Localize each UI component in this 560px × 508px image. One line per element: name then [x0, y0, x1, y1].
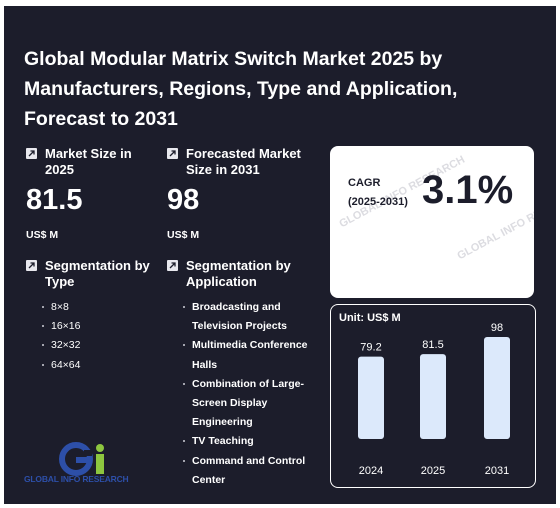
forecast-size-value: 98	[167, 184, 200, 216]
list-item: TV Teaching	[182, 432, 310, 451]
list-item: Combination of Large-Screen Display Engi…	[182, 375, 310, 433]
segmentation-application-label: Segmentation by Application	[186, 258, 291, 289]
list-item: Command and Control Center	[182, 452, 310, 490]
segmentation-application-block: Segmentation by Application Broadcasting…	[167, 258, 322, 490]
gi-logo-icon	[59, 442, 104, 476]
data-label-2024: 79.2	[360, 342, 381, 354]
market-size-unit: US$ M	[26, 229, 59, 241]
type-list: 8×8 16×16 32×32 64×64	[41, 298, 156, 375]
list-item: Multimedia Conference Halls	[182, 336, 310, 374]
forecast-size-unit: US$ M	[167, 229, 200, 241]
list-item: Broadcasting and Television Projects	[182, 298, 310, 336]
x-tick-label-2024: 2024	[359, 465, 383, 477]
company-logo: GLOBAL INFO RESEARCH	[24, 442, 144, 490]
logo-text: GLOBAL INFO RESEARCH	[24, 474, 129, 484]
market-size-label: Market Size in 2025	[45, 146, 132, 177]
page-title: Global Modular Matrix Switch Market 2025…	[24, 48, 458, 130]
list-item: 32×32	[41, 336, 156, 355]
bar-chart-plot: 79.2 2024 81.5 2025 98 2031	[358, 322, 510, 477]
x-tick-label-2031: 2031	[485, 465, 509, 477]
market-size-block: Market Size in 2025 81.5 US$ M	[26, 146, 156, 241]
chart-unit-label: Unit: US$ M	[339, 312, 401, 324]
market-size-value: 81.5	[26, 184, 83, 216]
segmentation-type-block: Segmentation by Type 8×8 16×16 32×32 64×…	[26, 258, 156, 375]
list-item: 64×64	[41, 356, 156, 375]
bar-chart: Unit: US$ M 79.2 2024 81.5 2025 98 2031	[330, 304, 536, 488]
bar-2031	[484, 337, 510, 439]
list-item: 8×8	[41, 298, 156, 317]
cagr-period: (2025-2031)	[348, 196, 408, 208]
bar-2025	[420, 354, 446, 439]
data-label-2031: 98	[491, 322, 503, 334]
cagr-title: CAGR	[348, 177, 381, 189]
bar-2024	[358, 356, 384, 439]
arrow-up-right-icon	[167, 260, 178, 271]
x-tick-label-2025: 2025	[421, 465, 445, 477]
list-item: 16×16	[41, 317, 156, 336]
arrow-up-right-icon	[167, 148, 178, 159]
forecast-size-block: Forecasted Market Size in 2031 98 US$ M	[167, 146, 317, 241]
segmentation-type-label: Segmentation by Type	[45, 258, 150, 289]
data-label-2025: 81.5	[422, 339, 443, 351]
cagr-box: GLOBAL INFO RESEARCH GLOBAL INFO RESEARC…	[330, 146, 534, 298]
arrow-up-right-icon	[26, 260, 37, 271]
forecast-size-label: Forecasted Market Size in 2031	[186, 146, 301, 177]
cagr-value: 3.1%	[422, 168, 514, 212]
application-list: Broadcasting and Television Projects Mul…	[182, 298, 310, 490]
cagr-label: CAGR (2025-2031)	[348, 174, 408, 212]
arrow-up-right-icon	[26, 148, 37, 159]
report-card: Global Modular Matrix Switch Market 2025…	[4, 6, 556, 504]
